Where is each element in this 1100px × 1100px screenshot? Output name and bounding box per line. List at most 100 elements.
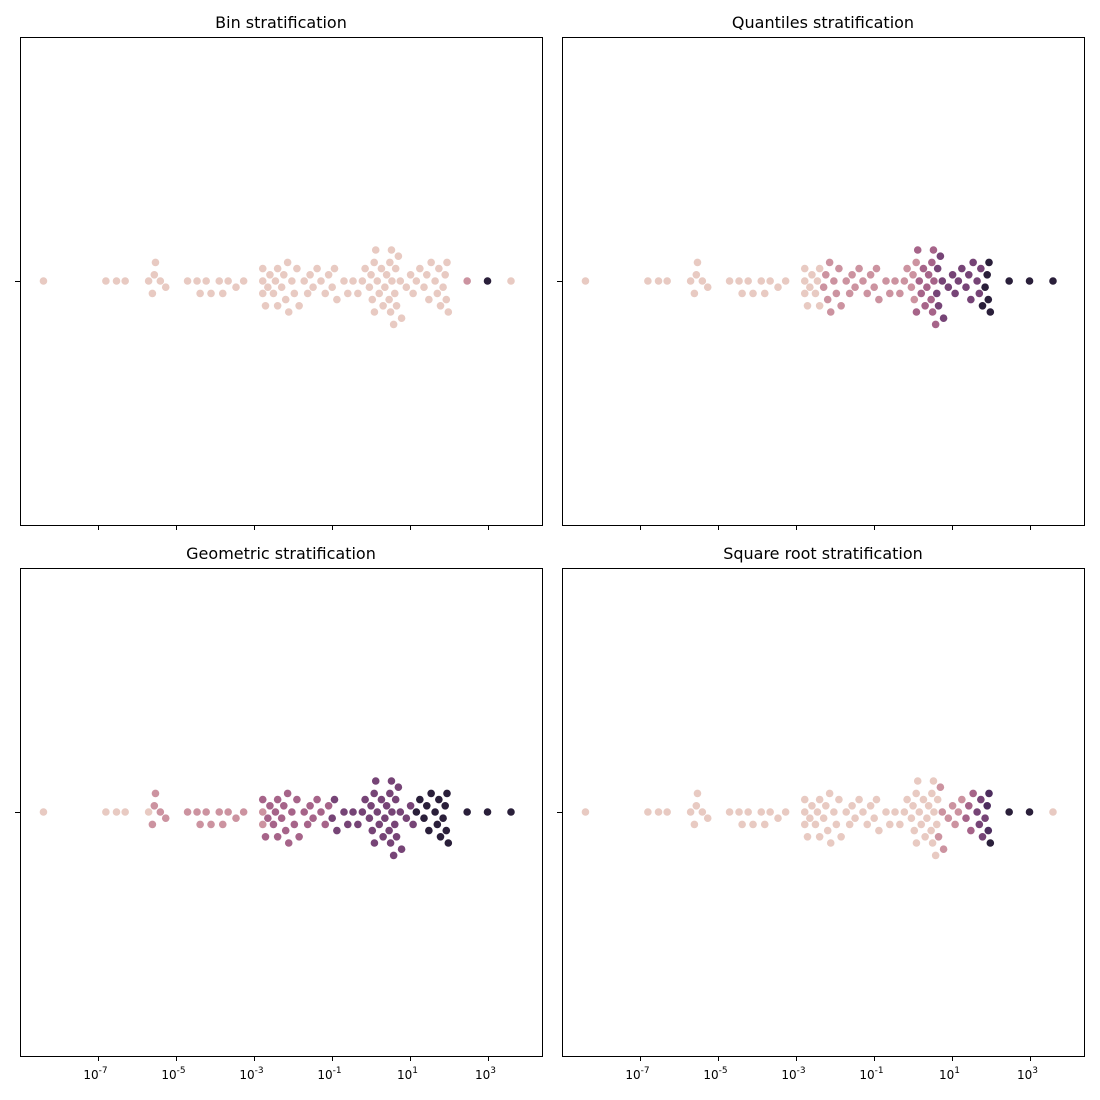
data-point bbox=[442, 295, 451, 304]
x-tick-label: 10-7 bbox=[83, 1066, 107, 1082]
data-point bbox=[402, 814, 411, 822]
data-point bbox=[686, 277, 695, 285]
data-point bbox=[281, 295, 290, 304]
data-point bbox=[264, 814, 272, 822]
data-point bbox=[973, 277, 981, 285]
data-point bbox=[389, 320, 398, 329]
x-axis-ticks bbox=[98, 525, 489, 530]
data-point bbox=[463, 277, 471, 285]
data-point bbox=[800, 289, 809, 298]
data-point bbox=[975, 820, 984, 829]
data-point bbox=[288, 808, 296, 816]
data-point bbox=[725, 277, 734, 285]
data-point bbox=[760, 820, 769, 829]
data-point bbox=[436, 833, 445, 841]
data-point bbox=[349, 277, 357, 285]
data-point bbox=[261, 302, 270, 310]
data-point bbox=[507, 277, 515, 285]
data-point bbox=[958, 264, 966, 273]
data-point bbox=[433, 820, 442, 829]
data-point bbox=[909, 802, 917, 810]
data-point bbox=[983, 802, 991, 810]
data-point bbox=[978, 833, 987, 841]
data-point bbox=[933, 264, 942, 273]
data-point bbox=[271, 277, 280, 285]
data-point bbox=[277, 814, 286, 822]
data-point bbox=[907, 283, 916, 292]
data-point bbox=[808, 802, 816, 810]
data-point bbox=[815, 302, 824, 310]
data-point bbox=[931, 320, 940, 329]
data-point bbox=[385, 295, 393, 304]
data-point bbox=[832, 289, 841, 298]
data-point bbox=[239, 808, 248, 816]
data-point bbox=[148, 289, 157, 298]
data-point bbox=[738, 289, 746, 298]
data-point bbox=[735, 277, 743, 285]
data-point bbox=[863, 289, 872, 298]
data-point bbox=[900, 808, 909, 816]
data-point bbox=[811, 289, 820, 298]
data-point bbox=[800, 264, 809, 273]
data-point bbox=[830, 277, 838, 285]
data-point bbox=[300, 808, 309, 816]
data-point bbox=[932, 820, 941, 829]
data-point bbox=[463, 808, 471, 816]
data-point bbox=[373, 277, 382, 285]
data-point bbox=[416, 264, 424, 273]
data-point bbox=[936, 252, 945, 260]
data-point bbox=[196, 289, 204, 298]
data-point bbox=[928, 839, 937, 847]
data-point bbox=[826, 308, 835, 316]
data-point bbox=[397, 845, 406, 853]
data-point bbox=[258, 264, 267, 273]
data-point bbox=[283, 258, 292, 267]
data-point bbox=[422, 271, 431, 279]
data-point bbox=[218, 289, 227, 298]
data-point bbox=[303, 289, 312, 298]
data-point bbox=[409, 289, 417, 298]
data-point bbox=[379, 833, 387, 841]
data-point bbox=[977, 795, 985, 804]
data-point bbox=[295, 302, 303, 310]
data-point bbox=[934, 833, 943, 841]
data-point bbox=[848, 271, 856, 279]
data-point bbox=[654, 277, 663, 285]
panel-title: Bin stratification bbox=[215, 13, 347, 32]
data-point bbox=[144, 277, 153, 285]
data-point bbox=[161, 283, 170, 292]
data-point bbox=[150, 802, 159, 810]
data-point bbox=[420, 283, 428, 292]
data-point bbox=[815, 833, 824, 841]
x-tick-label: 10-3 bbox=[781, 1066, 805, 1082]
data-point bbox=[148, 820, 157, 829]
data-point bbox=[321, 820, 330, 829]
panel-bin-stratification: Bin stratification bbox=[15, 13, 543, 530]
data-point bbox=[442, 826, 451, 835]
data-point bbox=[948, 802, 957, 810]
data-point bbox=[284, 839, 293, 847]
data-point bbox=[663, 808, 671, 816]
data-point bbox=[825, 258, 834, 267]
data-point bbox=[806, 283, 814, 292]
data-point bbox=[800, 795, 809, 804]
x-tick-label: 10-1 bbox=[317, 1066, 341, 1082]
data-point bbox=[156, 808, 165, 816]
data-point bbox=[390, 289, 399, 298]
data-point bbox=[900, 277, 909, 285]
data-point bbox=[845, 820, 854, 829]
data-point bbox=[822, 802, 830, 810]
data-point bbox=[258, 289, 267, 298]
data-point bbox=[885, 820, 894, 829]
data-point bbox=[373, 808, 382, 816]
data-point bbox=[306, 802, 314, 810]
data-point bbox=[150, 271, 159, 279]
data-point bbox=[343, 820, 352, 829]
data-point bbox=[427, 258, 435, 267]
data-point bbox=[931, 851, 940, 860]
data-point bbox=[381, 283, 389, 292]
x-tick-label: 10-5 bbox=[703, 1066, 727, 1082]
data-point bbox=[912, 258, 920, 267]
data-point bbox=[386, 839, 395, 847]
data-point bbox=[258, 277, 267, 285]
